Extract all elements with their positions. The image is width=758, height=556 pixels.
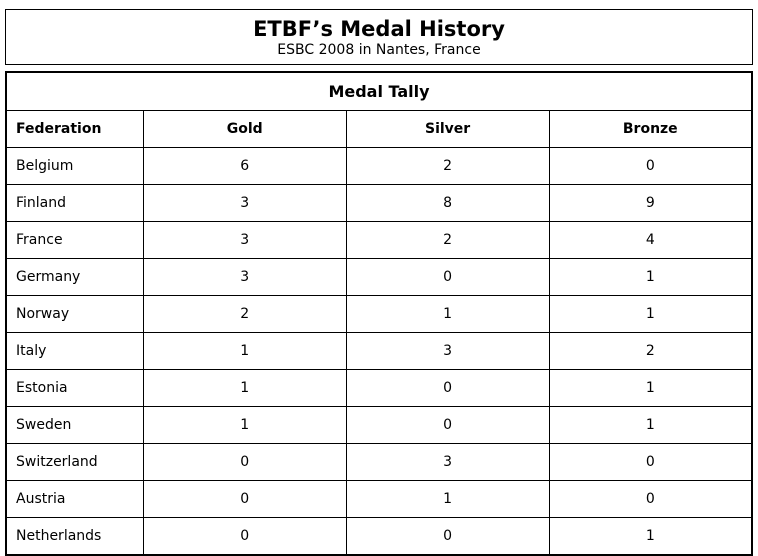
federation-cell: Finland: [5, 184, 144, 222]
silver-cell: 0: [345, 406, 550, 444]
federation-cell: Switzerland: [5, 443, 144, 481]
silver-cell: 1: [345, 480, 550, 518]
column-header-silver: Silver: [345, 110, 550, 148]
silver-cell: 0: [345, 258, 550, 296]
table-row: Norway 2 1 1: [5, 295, 753, 333]
bronze-cell: 2: [548, 332, 753, 370]
federation-cell: Germany: [5, 258, 144, 296]
gold-cell: 3: [142, 184, 347, 222]
bronze-cell: 4: [548, 221, 753, 259]
table-row: Finland 3 8 9: [5, 184, 753, 222]
table-row: Switzerland 0 3 0: [5, 443, 753, 481]
table-row: Sweden 1 0 1: [5, 406, 753, 444]
page-subtitle: ESBC 2008 in Nantes, France: [277, 42, 481, 58]
federation-cell: France: [5, 221, 144, 259]
gold-cell: 3: [142, 221, 347, 259]
federation-cell: Sweden: [5, 406, 144, 444]
title-box: ETBF’s Medal History ESBC 2008 in Nantes…: [5, 9, 753, 65]
federation-cell: Italy: [5, 332, 144, 370]
gold-cell: 0: [142, 517, 347, 556]
gold-cell: 3: [142, 258, 347, 296]
bronze-cell: 0: [548, 147, 753, 185]
page-title: ETBF’s Medal History: [253, 17, 505, 41]
federation-cell: Belgium: [5, 147, 144, 185]
gold-cell: 1: [142, 332, 347, 370]
bronze-cell: 9: [548, 184, 753, 222]
bronze-cell: 0: [548, 480, 753, 518]
table-row: Austria 0 1 0: [5, 480, 753, 518]
silver-cell: 8: [345, 184, 550, 222]
federation-cell: Norway: [5, 295, 144, 333]
column-header-bronze: Bronze: [548, 110, 753, 148]
bronze-cell: 1: [548, 258, 753, 296]
column-header-gold: Gold: [142, 110, 347, 148]
table-row: Belgium 6 2 0: [5, 147, 753, 185]
bronze-cell: 0: [548, 443, 753, 481]
gold-cell: 0: [142, 480, 347, 518]
table-row: France 3 2 4: [5, 221, 753, 259]
section-title: Medal Tally: [5, 71, 753, 111]
bronze-cell: 1: [548, 517, 753, 556]
gold-cell: 6: [142, 147, 347, 185]
silver-cell: 2: [345, 221, 550, 259]
column-header-federation: Federation: [5, 110, 144, 148]
gold-cell: 1: [142, 406, 347, 444]
medal-tally-table: Medal Tally Federation Gold Silver Bronz…: [5, 71, 753, 556]
table-row: Italy 1 3 2: [5, 332, 753, 370]
federation-cell: Austria: [5, 480, 144, 518]
federation-cell: Estonia: [5, 369, 144, 407]
table-row: Netherlands 0 0 1: [5, 517, 753, 556]
gold-cell: 1: [142, 369, 347, 407]
silver-cell: 3: [345, 332, 550, 370]
bronze-cell: 1: [548, 295, 753, 333]
silver-cell: 1: [345, 295, 550, 333]
section-title-row: Medal Tally: [5, 71, 753, 111]
silver-cell: 0: [345, 369, 550, 407]
table-row: Estonia 1 0 1: [5, 369, 753, 407]
bronze-cell: 1: [548, 406, 753, 444]
silver-cell: 0: [345, 517, 550, 556]
silver-cell: 3: [345, 443, 550, 481]
gold-cell: 0: [142, 443, 347, 481]
bronze-cell: 1: [548, 369, 753, 407]
silver-cell: 2: [345, 147, 550, 185]
federation-cell: Netherlands: [5, 517, 144, 556]
table-row: Germany 3 0 1: [5, 258, 753, 296]
gold-cell: 2: [142, 295, 347, 333]
column-header-row: Federation Gold Silver Bronze: [5, 110, 753, 148]
